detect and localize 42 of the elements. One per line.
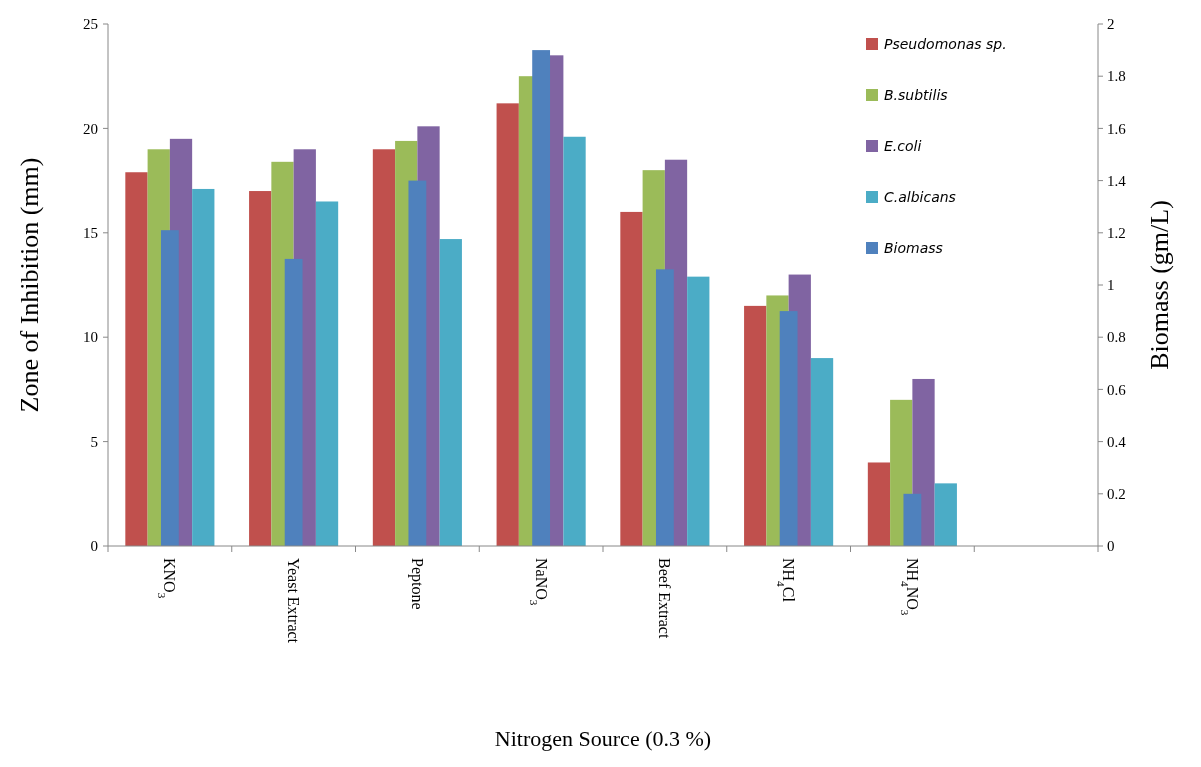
y2-tick-label: 0.8: [1107, 329, 1126, 346]
legend-label: C.albicans: [884, 188, 956, 205]
bar: [810, 358, 834, 546]
y-tick-label: 15: [83, 225, 98, 242]
bar: [867, 462, 891, 546]
x-tick-label: Beef Extract: [656, 558, 674, 639]
bar: [744, 305, 767, 546]
y2-tick-label: 1: [1107, 277, 1115, 294]
y-tick-label: 25: [83, 16, 98, 33]
legend-label: B.subtilis: [884, 86, 948, 103]
y-tick-label: 5: [90, 433, 98, 450]
bar: [439, 239, 462, 546]
bar: [934, 483, 957, 546]
x-tick-label: Peptone: [407, 558, 426, 610]
bar: [249, 191, 272, 546]
y-tick-label: 20: [83, 120, 98, 137]
bar: [372, 149, 396, 546]
y2-axis-title: Biomass (gm/L): [1145, 200, 1174, 370]
y2-tick-label: 0.6: [1107, 381, 1127, 398]
bar: [687, 276, 710, 546]
y2-tick-label: 1.6: [1107, 120, 1127, 137]
bar: [192, 188, 215, 546]
y2-tick-label: 1.4: [1107, 172, 1127, 189]
x-tick-label: Yeast Extract: [285, 558, 303, 644]
y2-tick-label: 1.2: [1107, 225, 1126, 242]
bar: [496, 103, 519, 546]
y-axis-title: Zone of Inhibition (mm): [15, 157, 44, 413]
legend-label: Biomass: [884, 239, 943, 256]
legend-label: Pseudomonas sp.: [884, 35, 1007, 52]
y2-tick-label: 1.8: [1107, 68, 1126, 85]
y2-tick-label: 2: [1107, 16, 1115, 33]
bar: [620, 211, 643, 546]
y2-tick-label: 0.2: [1107, 486, 1126, 503]
legend-label: E.coli: [884, 137, 922, 154]
bar: [315, 201, 339, 546]
bar: [563, 136, 586, 546]
x-axis-title: Nitrogen Source (0.3 %): [494, 726, 712, 751]
y2-tick-label: 0.4: [1107, 433, 1127, 450]
y-tick-label: 0: [90, 538, 98, 555]
y-tick-label: 10: [83, 329, 98, 346]
bar: [125, 172, 148, 546]
y2-tick-label: 0: [1107, 538, 1115, 555]
